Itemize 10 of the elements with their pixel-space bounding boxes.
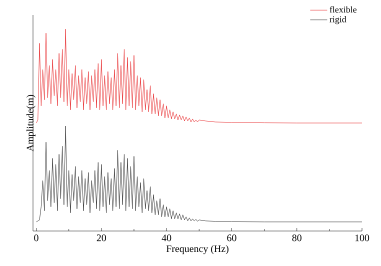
x-tick-label: 60 (227, 234, 236, 242)
x-tick-label: 20 (96, 234, 106, 242)
y-axis-title: Amplitude(m) (26, 94, 36, 152)
legend-label: flexible (330, 6, 357, 13)
x-tick-label: 80 (292, 234, 302, 242)
x-axis-title: Frequency (Hz) (166, 245, 228, 254)
x-tick-label: 0 (34, 234, 38, 242)
legend-label: rigid (330, 16, 346, 24)
x-tick-label: 100 (355, 234, 370, 242)
x-tick-label: 40 (162, 234, 172, 242)
